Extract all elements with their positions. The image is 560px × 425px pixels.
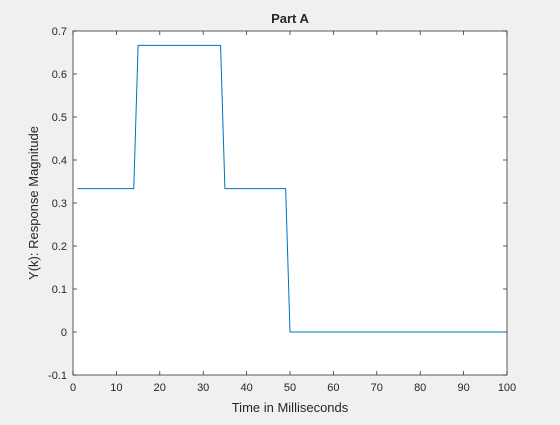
x-tick-label: 100 <box>498 382 516 394</box>
x-tick-label: 20 <box>154 382 166 394</box>
plot-frame <box>72 30 508 376</box>
y-tick-label: 0.3 <box>52 198 67 210</box>
y-tick-label: 0.1 <box>52 284 67 296</box>
y-tick-label: 0 <box>61 327 67 339</box>
y-tick-label: 0.6 <box>52 69 67 81</box>
x-tick-label: 80 <box>414 382 426 394</box>
x-tick-label: 50 <box>284 382 296 394</box>
y-tick-label: 0.4 <box>52 155 67 167</box>
x-tick-label: 40 <box>240 382 252 394</box>
chart-title: Part A <box>271 11 309 26</box>
y-tick-label: -0.1 <box>48 370 67 382</box>
x-tick-label: 60 <box>327 382 339 394</box>
ticks-layer: 0 10 20 30 40 50 60 70 80 90 100-0.100.10.20.30.40… <box>48 26 516 394</box>
x-tick-label: 30 <box>197 382 209 394</box>
x-tick-label: 0 <box>70 382 76 394</box>
y-axis-title: Y(k): Response Magnitude <box>26 126 41 280</box>
x-tick-label: 10 <box>110 382 122 394</box>
y-tick-label: 0.2 <box>52 241 67 253</box>
series-layer <box>77 44 507 333</box>
y-tick-label: 0.5 <box>52 112 67 124</box>
x-tick-label: 90 <box>457 382 469 394</box>
y-tick-label: 0.7 <box>52 26 67 38</box>
series-line <box>77 44 507 333</box>
x-tick-label: 70 <box>371 382 383 394</box>
x-axis-title: Time in Milliseconds <box>232 400 349 415</box>
